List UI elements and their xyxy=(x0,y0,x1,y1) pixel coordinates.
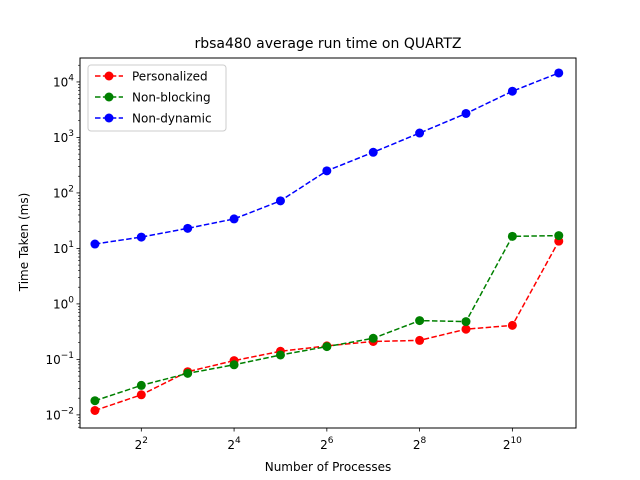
legend-marker-non-dynamic xyxy=(104,113,114,123)
data-point-non-blocking xyxy=(554,231,564,241)
legend: Personalized Non-blocking Non-dynamic xyxy=(87,64,227,132)
y-tick-label: 10−1 xyxy=(45,351,74,367)
data-point-non-dynamic xyxy=(322,166,332,176)
legend-label-personalized: Personalized xyxy=(132,70,208,84)
data-point-personalized xyxy=(90,405,100,415)
y-tick-label: 101 xyxy=(53,240,74,256)
legend-marker-personalized xyxy=(104,71,114,81)
data-point-non-dynamic xyxy=(275,196,285,206)
data-point-non-blocking xyxy=(507,231,517,241)
data-point-personalized xyxy=(136,390,146,400)
data-point-non-blocking xyxy=(136,380,146,390)
x-tick-label: 28 xyxy=(413,436,427,452)
data-point-non-dynamic xyxy=(415,128,425,138)
y-tick-label: 104 xyxy=(53,73,74,89)
data-point-non-dynamic xyxy=(368,147,378,157)
legend-label-non-dynamic: Non-dynamic xyxy=(132,112,212,126)
plot-area: 10−2 10−1 100 101 102 103 104 22 24 26 28 210 xyxy=(45,57,577,452)
data-point-personalized xyxy=(415,335,425,345)
data-point-non-dynamic xyxy=(554,68,564,78)
y-tick-label: 10−2 xyxy=(45,406,74,422)
y-tick-label: 103 xyxy=(53,129,74,145)
legend-box xyxy=(87,64,227,132)
legend-label-non-blocking: Non-blocking xyxy=(132,91,211,105)
axes-frame xyxy=(79,57,577,429)
legend-marker-non-blocking xyxy=(104,92,114,102)
chart-title: rbsa480 average run time on QUARTZ xyxy=(194,36,461,52)
data-point-personalized xyxy=(461,324,471,334)
data-point-non-blocking xyxy=(229,360,239,370)
data-point-non-blocking xyxy=(415,316,425,326)
data-point-non-dynamic xyxy=(90,239,100,249)
data-point-non-blocking xyxy=(183,368,193,378)
y-tick-label: 100 xyxy=(53,295,74,311)
x-tick-label: 210 xyxy=(503,436,522,452)
y-axis-label: Time Taken (ms) xyxy=(17,193,31,293)
data-point-non-blocking xyxy=(322,342,332,352)
x-tick-label: 24 xyxy=(227,436,241,452)
y-tick-label: 102 xyxy=(53,184,74,200)
x-tick-label: 26 xyxy=(320,436,334,452)
data-point-personalized xyxy=(507,320,517,330)
data-point-non-blocking xyxy=(368,333,378,343)
data-point-non-blocking xyxy=(461,317,471,327)
data-point-non-dynamic xyxy=(136,232,146,242)
data-point-non-dynamic xyxy=(229,214,239,224)
x-tick-label: 22 xyxy=(135,436,148,452)
data-point-non-dynamic xyxy=(183,223,193,233)
data-point-non-blocking xyxy=(90,396,100,406)
data-point-non-blocking xyxy=(275,350,285,360)
x-axis-label: Number of Processes xyxy=(265,460,392,474)
data-point-non-dynamic xyxy=(461,108,471,118)
data-point-non-dynamic xyxy=(507,86,517,96)
